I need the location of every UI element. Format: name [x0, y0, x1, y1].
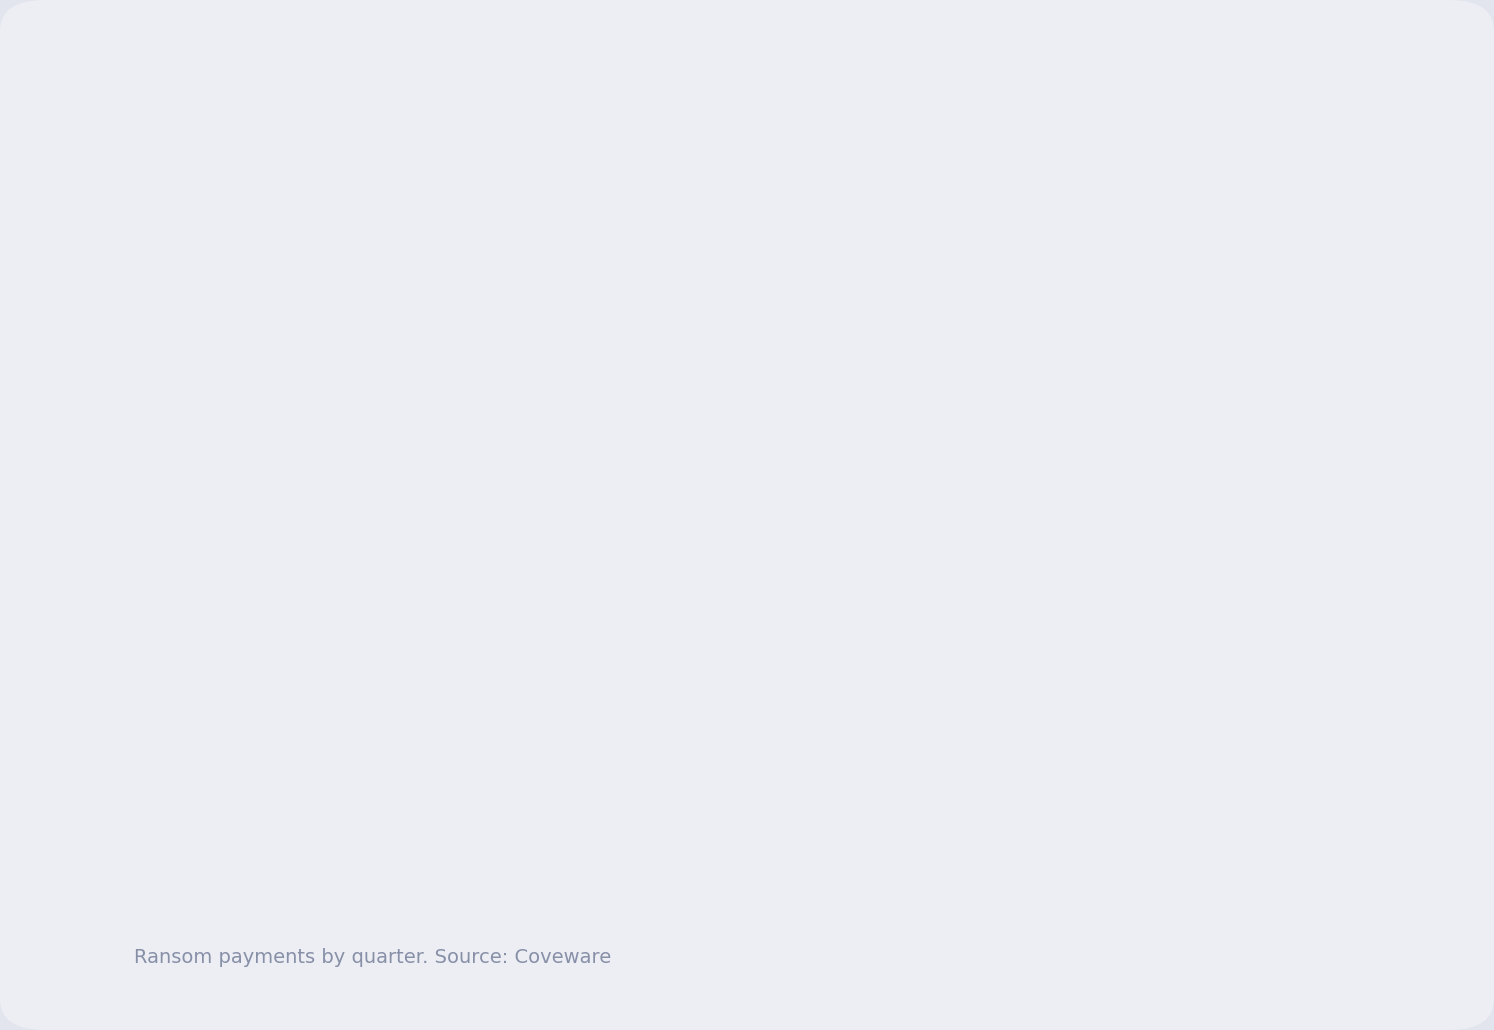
Legend: Average Ransom Payment, Median Ransom Payment: Average Ransom Payment, Median Ransom Pa…: [190, 115, 976, 153]
Text: Ransom payments by quarter. Source: Coveware: Ransom payments by quarter. Source: Cove…: [134, 949, 611, 967]
